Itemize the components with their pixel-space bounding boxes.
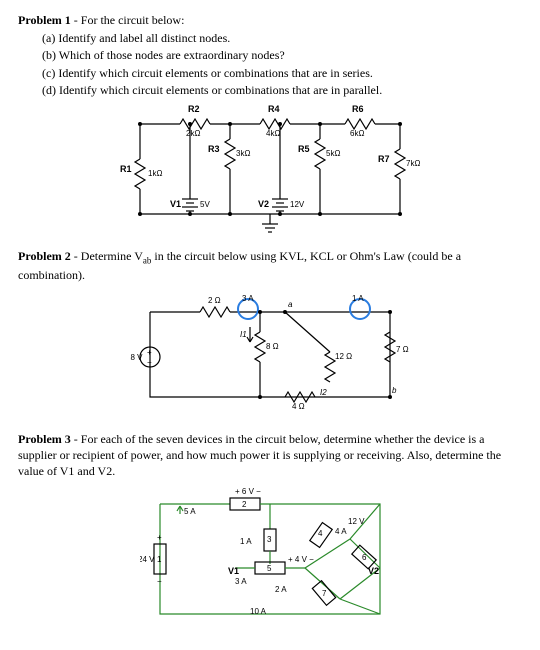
svg-text:2kΩ: 2kΩ — [186, 129, 200, 138]
svg-text:4: 4 — [318, 529, 323, 538]
svg-text:3kΩ: 3kΩ — [236, 149, 250, 158]
svg-text:5 A: 5 A — [184, 507, 196, 516]
svg-text:1 A: 1 A — [240, 537, 252, 546]
p1-lead: - For the circuit below: — [71, 13, 185, 27]
svg-text:1kΩ: 1kΩ — [148, 169, 162, 178]
svg-text:+: + — [157, 533, 162, 542]
p2-lead-a: - Determine V — [71, 249, 143, 263]
svg-text:10 A: 10 A — [250, 607, 267, 616]
svg-text:12V: 12V — [290, 200, 305, 209]
problem-2: Problem 2 - Determine Vab in the circuit… — [18, 248, 522, 421]
svg-text:1: 1 — [157, 555, 162, 564]
svg-text:I2: I2 — [320, 388, 327, 397]
problem-1: Problem 1 - For the circuit below: (a) I… — [18, 12, 522, 238]
svg-text:I1: I1 — [240, 330, 247, 339]
svg-text:4 Ω: 4 Ω — [292, 402, 305, 411]
p3-title: Problem 3 — [18, 432, 71, 446]
svg-text:7: 7 — [322, 589, 327, 598]
svg-text:R4: R4 — [268, 104, 280, 114]
p2-figure: + − 18 V 2 Ω 3 A — [18, 287, 522, 421]
p1-d: (d) Identify which circuit elements or c… — [42, 82, 522, 98]
svg-text:6kΩ: 6kΩ — [350, 129, 364, 138]
svg-text:V1: V1 — [170, 199, 181, 209]
svg-text:V1: V1 — [228, 566, 239, 576]
p1-b: (b) Which of those nodes are extraordina… — [42, 47, 522, 63]
svg-text:5kΩ: 5kΩ — [326, 149, 340, 158]
p3-lead: - For each of the seven devices in the c… — [18, 432, 501, 478]
svg-text:2 Ω: 2 Ω — [208, 296, 221, 305]
svg-text:1 A: 1 A — [352, 294, 364, 303]
svg-text:V2: V2 — [368, 566, 379, 576]
svg-text:2 A: 2 A — [275, 585, 287, 594]
svg-text:12 Ω: 12 Ω — [335, 352, 352, 361]
p1-title: Problem 1 — [18, 13, 71, 27]
svg-text:R5: R5 — [298, 144, 310, 154]
svg-text:R2: R2 — [188, 104, 200, 114]
svg-text:12 V: 12 V — [348, 517, 365, 526]
svg-text:+ 4 V −: + 4 V − — [288, 555, 314, 564]
svg-text:7 Ω: 7 Ω — [396, 345, 409, 354]
svg-text:+: + — [147, 348, 152, 357]
svg-text:8 Ω: 8 Ω — [266, 342, 279, 351]
svg-text:7kΩ: 7kΩ — [406, 159, 420, 168]
svg-text:4 A: 4 A — [335, 527, 347, 536]
svg-text:R1: R1 — [120, 164, 132, 174]
svg-text:3 A: 3 A — [235, 577, 247, 586]
svg-text:4kΩ: 4kΩ — [266, 129, 280, 138]
svg-text:−: − — [157, 577, 162, 586]
svg-text:3 A: 3 A — [242, 294, 254, 303]
p1-c: (c) Identify which circuit elements or c… — [42, 65, 522, 81]
problem-3: Problem 3 - For each of the seven device… — [18, 431, 522, 628]
svg-text:24 V: 24 V — [140, 555, 155, 564]
svg-text:2: 2 — [242, 500, 247, 509]
p2-title: Problem 2 — [18, 249, 71, 263]
p1-parts: (a) Identify and label all distinct node… — [42, 30, 522, 98]
p3-figure: V1 V2 + 6 V − + 4 V − 24 V 5 A 1 A 3 A 2… — [18, 484, 522, 628]
p1-figure: R2 2kΩ R4 4kΩ R6 6kΩ R1 1kΩ R3 3kΩ R5 5k… — [18, 104, 522, 238]
svg-text:a: a — [288, 300, 293, 309]
svg-text:3: 3 — [267, 535, 272, 544]
svg-text:V2: V2 — [258, 199, 269, 209]
svg-text:18 V: 18 V — [130, 353, 143, 362]
svg-text:5V: 5V — [200, 200, 210, 209]
svg-text:R3: R3 — [208, 144, 220, 154]
svg-text:R7: R7 — [378, 154, 390, 164]
svg-text:6: 6 — [362, 553, 367, 562]
svg-text:−: − — [147, 358, 152, 367]
svg-text:b: b — [392, 386, 397, 395]
svg-text:+ 6 V −: + 6 V − — [235, 487, 261, 496]
svg-text:R6: R6 — [352, 104, 364, 114]
p1-a: (a) Identify and label all distinct node… — [42, 30, 522, 46]
svg-text:5: 5 — [267, 564, 272, 573]
